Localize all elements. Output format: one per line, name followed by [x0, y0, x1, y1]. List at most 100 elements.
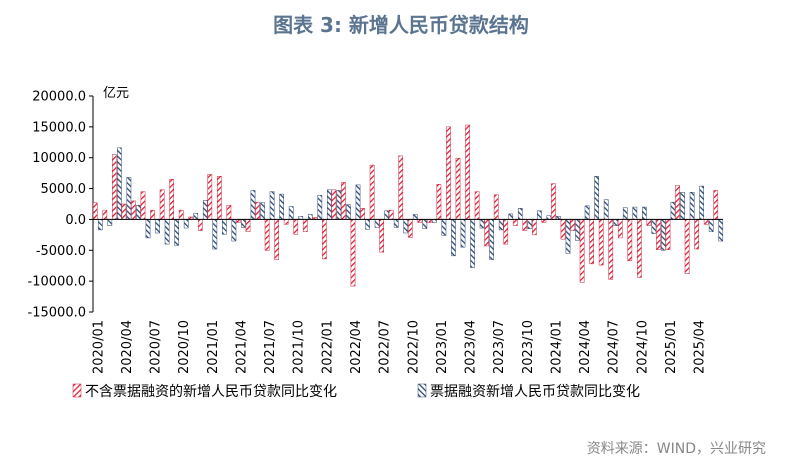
bar-series-b: [384, 210, 389, 220]
bar-series-b: [222, 219, 227, 235]
x-axis: 2020/01 2020/04 2020/07 2020/10 2021/01 2021/…: [91, 218, 723, 374]
bar-series-b: [584, 205, 590, 220]
bar-series-b: [346, 204, 351, 220]
bar-series-a: [503, 219, 509, 245]
bar-series-a: [627, 219, 633, 262]
bar-series-a: [579, 219, 585, 283]
bar-series-b: [412, 214, 418, 220]
bar-series-a: [598, 219, 604, 266]
bar-series-b: [441, 219, 447, 236]
bar-series-a: [350, 219, 356, 287]
bar-series-a: [140, 191, 146, 220]
bar-series-a: [465, 124, 470, 220]
bar-series-b: [374, 219, 380, 228]
bar-series-a: [637, 219, 642, 278]
bar-series-b: [307, 214, 313, 220]
bar-series-a: [398, 155, 404, 220]
x-tick-label: 2024/07: [607, 320, 622, 374]
bar-series-b: [117, 147, 122, 220]
bar-series-a: [493, 194, 499, 220]
bar-series-a: [484, 219, 489, 247]
chart-title: 图表 3: 新增人民币贷款结构: [273, 13, 529, 37]
bar-series-b: [155, 219, 160, 234]
y-tick-label: 0.0: [65, 213, 86, 228]
bar-series-b: [183, 219, 189, 229]
bar-series-b: [575, 219, 580, 241]
bar-series-b: [97, 219, 103, 231]
bar-series-a: [646, 219, 652, 226]
bars: [92, 124, 724, 287]
bar-series-b: [708, 219, 714, 233]
bar-series-b: [136, 204, 141, 220]
bar-series-a: [150, 209, 155, 220]
bar-series-b: [718, 219, 724, 242]
y-tick-label: -5000.0: [36, 244, 86, 259]
bar-series-a: [255, 201, 260, 220]
y-tick-label: -10000.0: [28, 275, 86, 290]
bar-series-b: [393, 219, 399, 228]
source-note: 资料来源：WIND，兴业研究: [586, 441, 766, 457]
bar-series-a: [331, 189, 337, 220]
bar-series-a: [656, 219, 661, 250]
bar-series-b: [422, 219, 428, 229]
x-tick-label: 2020/07: [149, 320, 164, 374]
bar-series-a: [589, 219, 594, 265]
bar-series-b: [260, 202, 265, 220]
bar-series-a: [264, 219, 270, 251]
x-tick-label: 2022/07: [378, 320, 393, 374]
bar-series-a: [131, 200, 136, 220]
bar-series-a: [713, 190, 719, 220]
x-tick-label: 2021/10: [292, 320, 307, 374]
x-tick-label: 2023/10: [521, 320, 536, 374]
x-tick-label: 2024/04: [578, 320, 593, 374]
bar-series-b: [670, 201, 676, 220]
bar-series-a: [694, 219, 699, 250]
bar-series-b: [613, 219, 619, 226]
bar-series-a: [407, 219, 413, 238]
x-tick-label: 2023/07: [492, 320, 507, 374]
bar-series-b: [470, 219, 475, 268]
bar-series-a: [178, 209, 184, 220]
bar-series-a: [207, 174, 213, 220]
bar-series-a: [388, 209, 394, 220]
y-unit-label: 亿元: [103, 86, 129, 101]
y-tick-label: 15000.0: [32, 120, 86, 135]
bar-series-b: [174, 219, 179, 246]
bar-series-b: [241, 219, 246, 228]
bar-series-b: [193, 213, 199, 220]
bar-series-a: [675, 185, 680, 220]
bar-series-a: [112, 154, 117, 220]
bar-series-b: [546, 215, 552, 220]
bar-series-b: [279, 193, 284, 220]
legend: 不含票据融资的新增人民币贷款同比变化 票据融资新增人民币贷款同比变化: [72, 383, 640, 400]
bar-series-a: [455, 158, 461, 220]
bar-series-a: [341, 182, 346, 220]
bar-series-b: [250, 190, 256, 220]
bar-series-b: [489, 219, 494, 260]
x-tick-label: 2022/01: [320, 320, 335, 374]
x-tick-label: 2021/07: [263, 320, 278, 374]
bar-series-a: [293, 219, 299, 235]
bar-series-b: [451, 219, 456, 257]
bar-series-a: [551, 183, 556, 220]
bar-series-a: [560, 219, 566, 240]
bar-series-a: [283, 219, 289, 225]
bar-series-b: [145, 219, 151, 239]
x-tick-label: 2022/10: [406, 320, 421, 374]
bar-series-a: [274, 219, 279, 260]
bar-series-a: [512, 219, 518, 226]
bar-series-b: [269, 191, 275, 220]
bar-series-a: [379, 219, 384, 253]
legend-swatch-a: [72, 383, 82, 398]
bar-series-b: [594, 175, 599, 220]
x-tick-label: 2025/04: [693, 320, 708, 374]
x-tick-label: 2025/01: [664, 320, 679, 374]
bar-series-a: [703, 219, 709, 225]
bar-series-a: [522, 219, 528, 231]
bar-series-b: [365, 219, 370, 230]
bar-series-b: [565, 219, 571, 254]
bar-series-b: [517, 208, 523, 220]
bar-series-a: [245, 219, 251, 233]
bar-series-b: [642, 206, 647, 220]
